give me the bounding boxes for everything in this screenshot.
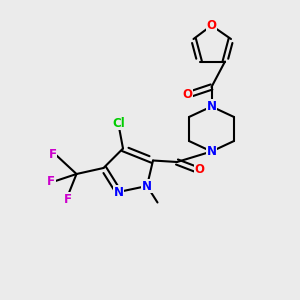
Text: N: N [113, 185, 124, 199]
Text: F: F [47, 175, 55, 188]
Text: O: O [182, 88, 193, 101]
Text: N: N [142, 179, 152, 193]
Text: O: O [206, 19, 217, 32]
Text: Cl: Cl [112, 116, 125, 130]
Text: O: O [194, 163, 205, 176]
Text: F: F [49, 148, 56, 161]
Text: F: F [64, 193, 71, 206]
Text: N: N [206, 100, 217, 113]
Text: N: N [206, 145, 217, 158]
